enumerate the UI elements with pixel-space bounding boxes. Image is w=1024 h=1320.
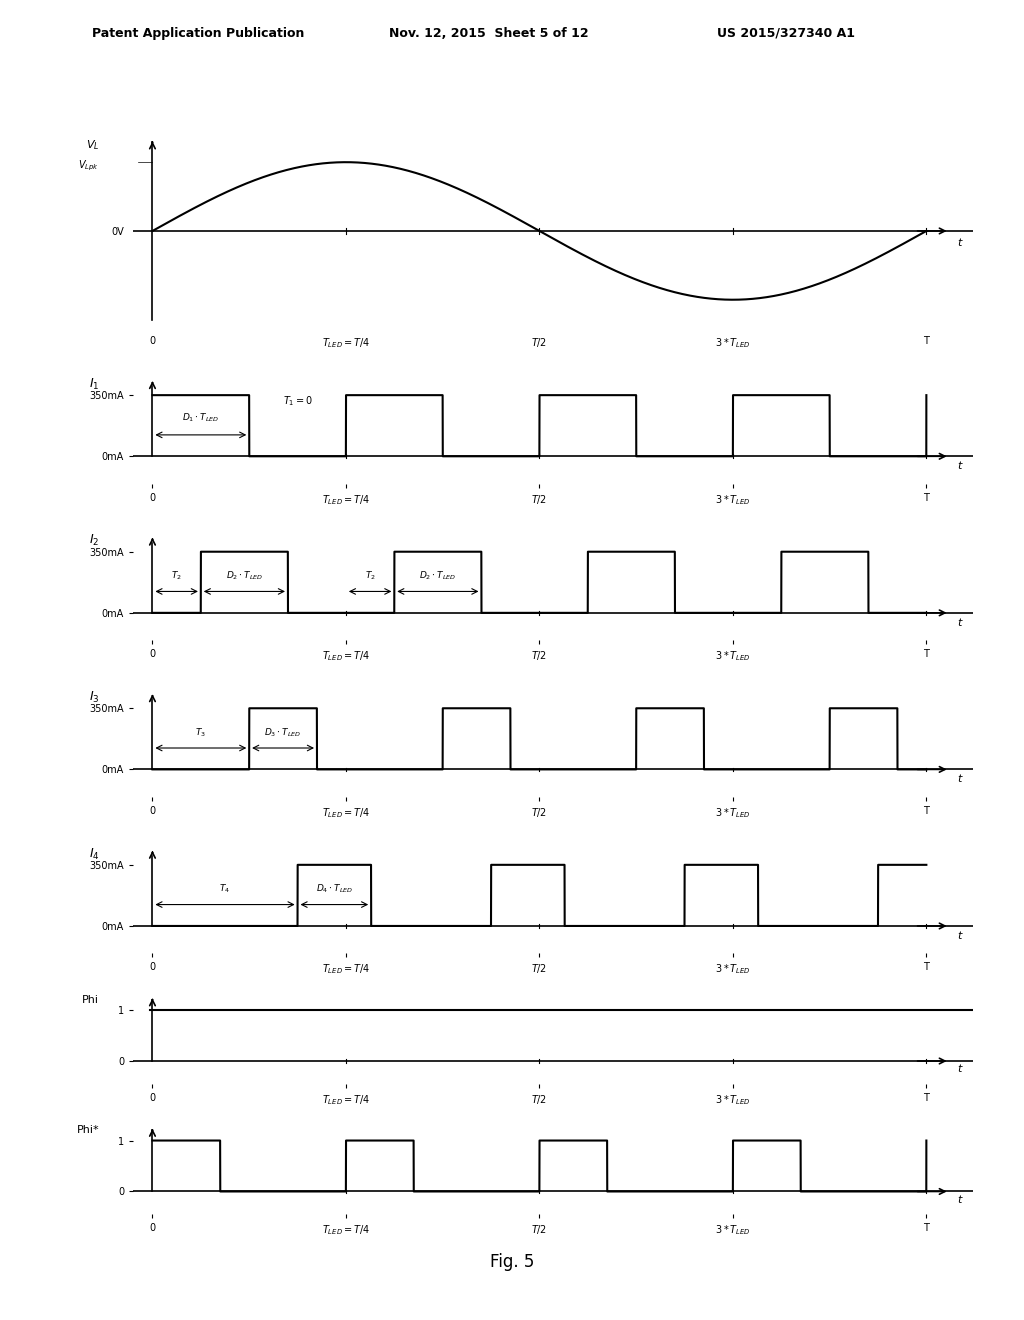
Text: t: t bbox=[957, 618, 962, 628]
Text: $I_1$: $I_1$ bbox=[89, 376, 99, 392]
Text: $D_1\cdot T_{LED}$: $D_1\cdot T_{LED}$ bbox=[182, 412, 219, 425]
Text: $D_4\cdot T_{LED}$: $D_4\cdot T_{LED}$ bbox=[315, 883, 353, 895]
Text: $T_3$: $T_3$ bbox=[196, 726, 206, 739]
Text: Phi*: Phi* bbox=[77, 1125, 99, 1135]
Text: t: t bbox=[957, 1064, 962, 1074]
Text: $D_2\cdot T_{LED}$: $D_2\cdot T_{LED}$ bbox=[225, 570, 263, 582]
Text: t: t bbox=[957, 775, 962, 784]
Text: t: t bbox=[957, 1195, 962, 1205]
Text: $T_4$: $T_4$ bbox=[219, 883, 230, 895]
Text: $T_2$: $T_2$ bbox=[365, 570, 376, 582]
Text: $I_4$: $I_4$ bbox=[89, 846, 99, 862]
Text: Patent Application Publication: Patent Application Publication bbox=[92, 26, 304, 40]
Text: $V_{Lpk}$: $V_{Lpk}$ bbox=[78, 158, 99, 173]
Text: t: t bbox=[957, 239, 962, 248]
Text: $I_3$: $I_3$ bbox=[89, 690, 99, 705]
Text: t: t bbox=[957, 931, 962, 941]
Text: $I_2$: $I_2$ bbox=[89, 533, 99, 549]
Text: $T_2$: $T_2$ bbox=[171, 570, 182, 582]
Text: $D_2\cdot T_{LED}$: $D_2\cdot T_{LED}$ bbox=[419, 570, 457, 582]
Text: Fig. 5: Fig. 5 bbox=[489, 1253, 535, 1271]
Text: $T_1=0$: $T_1=0$ bbox=[283, 395, 313, 408]
Text: $D_3\cdot T_{LED}$: $D_3\cdot T_{LED}$ bbox=[264, 726, 302, 739]
Text: t: t bbox=[957, 462, 962, 471]
Text: Phi: Phi bbox=[82, 995, 99, 1005]
Text: US 2015/327340 A1: US 2015/327340 A1 bbox=[717, 26, 855, 40]
Text: $V_L$: $V_L$ bbox=[86, 139, 99, 152]
Text: Nov. 12, 2015  Sheet 5 of 12: Nov. 12, 2015 Sheet 5 of 12 bbox=[389, 26, 589, 40]
